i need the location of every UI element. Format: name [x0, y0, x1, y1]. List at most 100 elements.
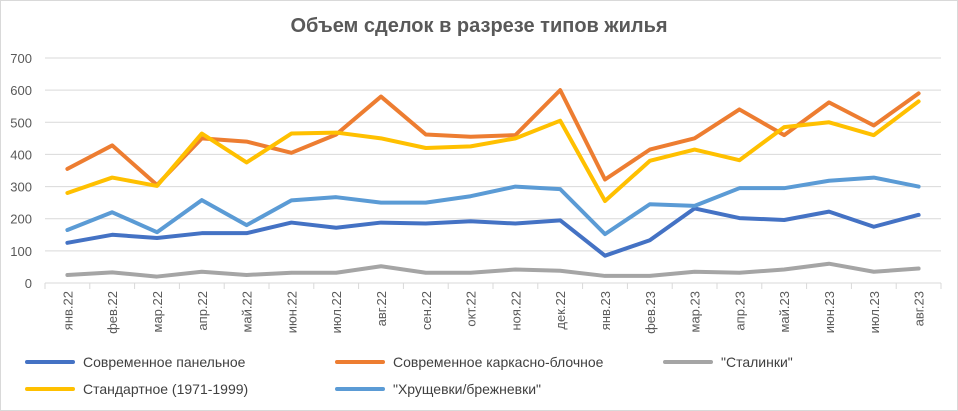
data-point: [156, 231, 158, 233]
data-point: [201, 137, 203, 139]
series-line-1: [65, 88, 921, 187]
x-tick-label: июл.23: [867, 291, 882, 333]
data-point: [201, 271, 203, 273]
data-point: [514, 137, 516, 139]
data-point: [649, 160, 651, 162]
data-point: [111, 211, 113, 213]
data-point: [873, 177, 875, 179]
y-tick-label: 500: [10, 115, 32, 130]
data-point: [335, 132, 337, 134]
x-tick-label: янв.23: [598, 291, 613, 330]
data-point: [694, 207, 696, 209]
data-point: [604, 179, 606, 180]
data-point: [828, 121, 830, 123]
data-point: [156, 185, 158, 187]
y-tick-label: 600: [10, 83, 32, 98]
legend-label: Стандартное (1971-1999): [83, 381, 249, 397]
x-tick-label: дек.22: [553, 291, 568, 330]
data-point: [649, 239, 651, 241]
data-point: [783, 187, 785, 189]
data-point: [290, 133, 292, 135]
legend-swatch: [335, 387, 385, 391]
series-line-0: [65, 206, 921, 258]
data-point: [290, 152, 292, 154]
y-tick-label: 200: [10, 212, 32, 227]
data-point: [694, 137, 696, 139]
data-point: [111, 271, 113, 273]
x-tick-label: апр.22: [195, 291, 210, 331]
legend-item-khrushchevki: "Хрущевки/брежневки": [335, 381, 541, 397]
x-tick-label: сен.22: [419, 291, 434, 330]
data-point: [738, 108, 740, 110]
data-point: [738, 217, 740, 219]
legend-item-frame-block: Современное каркасно-блочное: [335, 354, 603, 370]
data-point: [828, 211, 830, 213]
data-point: [201, 232, 203, 234]
x-tick-label: мар.23: [688, 291, 703, 332]
data-point: [649, 149, 651, 151]
data-point: [246, 232, 248, 234]
data-point: [425, 134, 427, 135]
x-tick-label: июн.22: [284, 291, 299, 333]
x-tick-label: мар.22: [150, 291, 165, 332]
data-point: [111, 234, 113, 236]
y-tick-label: 100: [10, 244, 32, 259]
data-point: [470, 220, 472, 222]
x-tick-label: июл.22: [329, 291, 344, 333]
data-point: [559, 219, 561, 221]
legend-label: "Сталинки": [721, 354, 793, 370]
data-point: [649, 275, 651, 277]
legend-swatch: [25, 387, 75, 391]
data-point: [918, 214, 920, 216]
data-point: [514, 269, 516, 270]
x-tick-label: фев.23: [643, 291, 658, 334]
data-point: [828, 101, 830, 103]
data-point: [783, 126, 785, 128]
data-point: [470, 195, 472, 197]
data-point: [156, 237, 158, 239]
legend-item-stalinki: "Сталинки": [663, 354, 793, 370]
data-point: [111, 144, 113, 146]
legend-item-standard: Стандартное (1971-1999): [25, 381, 248, 397]
data-point: [783, 269, 785, 270]
data-point: [66, 242, 68, 244]
data-point: [694, 271, 696, 273]
data-point: [66, 168, 68, 170]
legend-swatch: [663, 360, 713, 364]
data-point: [604, 275, 606, 277]
data-point: [694, 149, 696, 151]
data-point: [66, 274, 68, 276]
data-point: [604, 200, 606, 202]
data-point: [380, 222, 382, 224]
data-point: [604, 233, 606, 235]
data-point: [335, 227, 337, 229]
data-point: [201, 199, 203, 201]
y-tick-label: 700: [10, 51, 32, 66]
data-point: [425, 202, 427, 204]
data-point: [156, 276, 158, 278]
legend-swatch: [25, 360, 75, 364]
data-point: [470, 272, 472, 274]
data-point: [246, 224, 248, 226]
x-tick-label: июн.23: [822, 291, 837, 333]
data-point: [918, 268, 920, 270]
series-line-2: [65, 261, 921, 279]
data-point: [559, 89, 561, 91]
x-tick-label: апр.23: [732, 291, 747, 331]
data-point: [246, 161, 248, 163]
data-point: [514, 223, 516, 225]
data-point: [559, 120, 561, 122]
data-point: [783, 134, 785, 136]
data-point: [380, 265, 382, 267]
data-point: [246, 274, 248, 276]
data-point: [290, 199, 292, 201]
data-point: [246, 141, 248, 143]
legend-label: Современное каркасно-блочное: [393, 354, 604, 370]
data-point: [201, 133, 203, 135]
legend-label: "Хрущевки/брежневки": [393, 381, 542, 397]
data-point: [738, 272, 740, 274]
data-point: [828, 180, 830, 182]
data-point: [828, 263, 830, 265]
y-tick-label: 300: [10, 180, 32, 195]
